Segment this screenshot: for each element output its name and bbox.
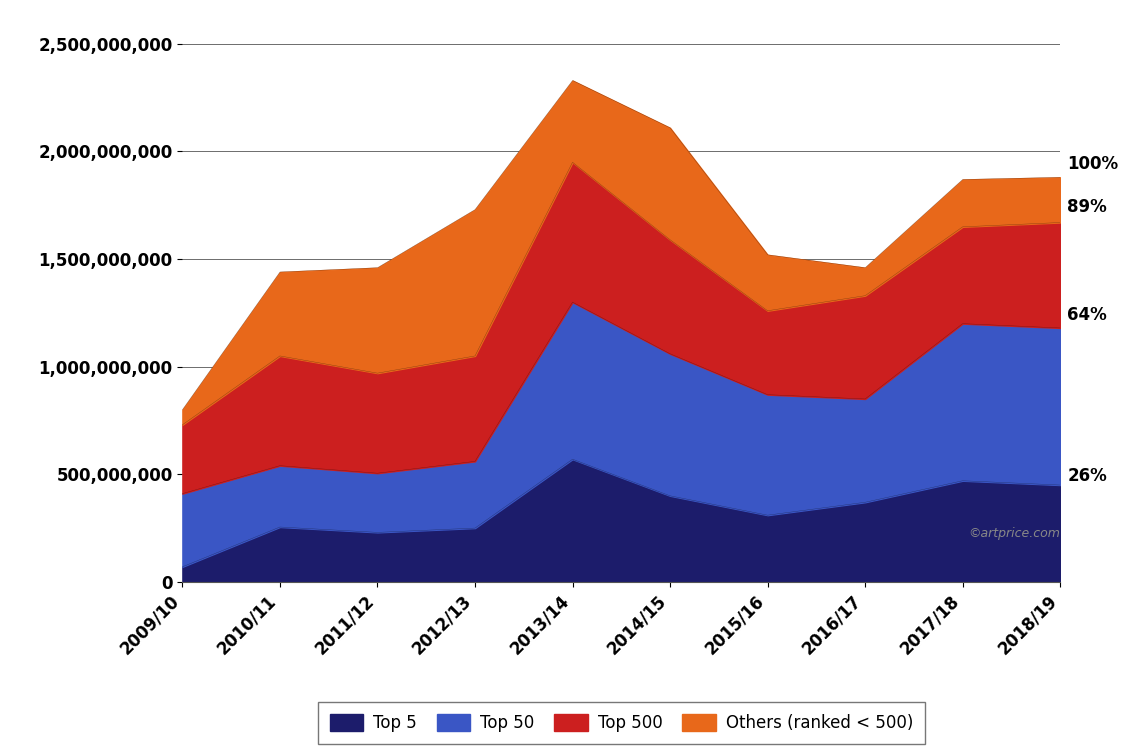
Legend: Top 5, Top 50, Top 500, Others (ranked < 500): Top 5, Top 50, Top 500, Others (ranked <… (318, 702, 925, 744)
Text: ©artprice.com: ©artprice.com (968, 527, 1060, 540)
